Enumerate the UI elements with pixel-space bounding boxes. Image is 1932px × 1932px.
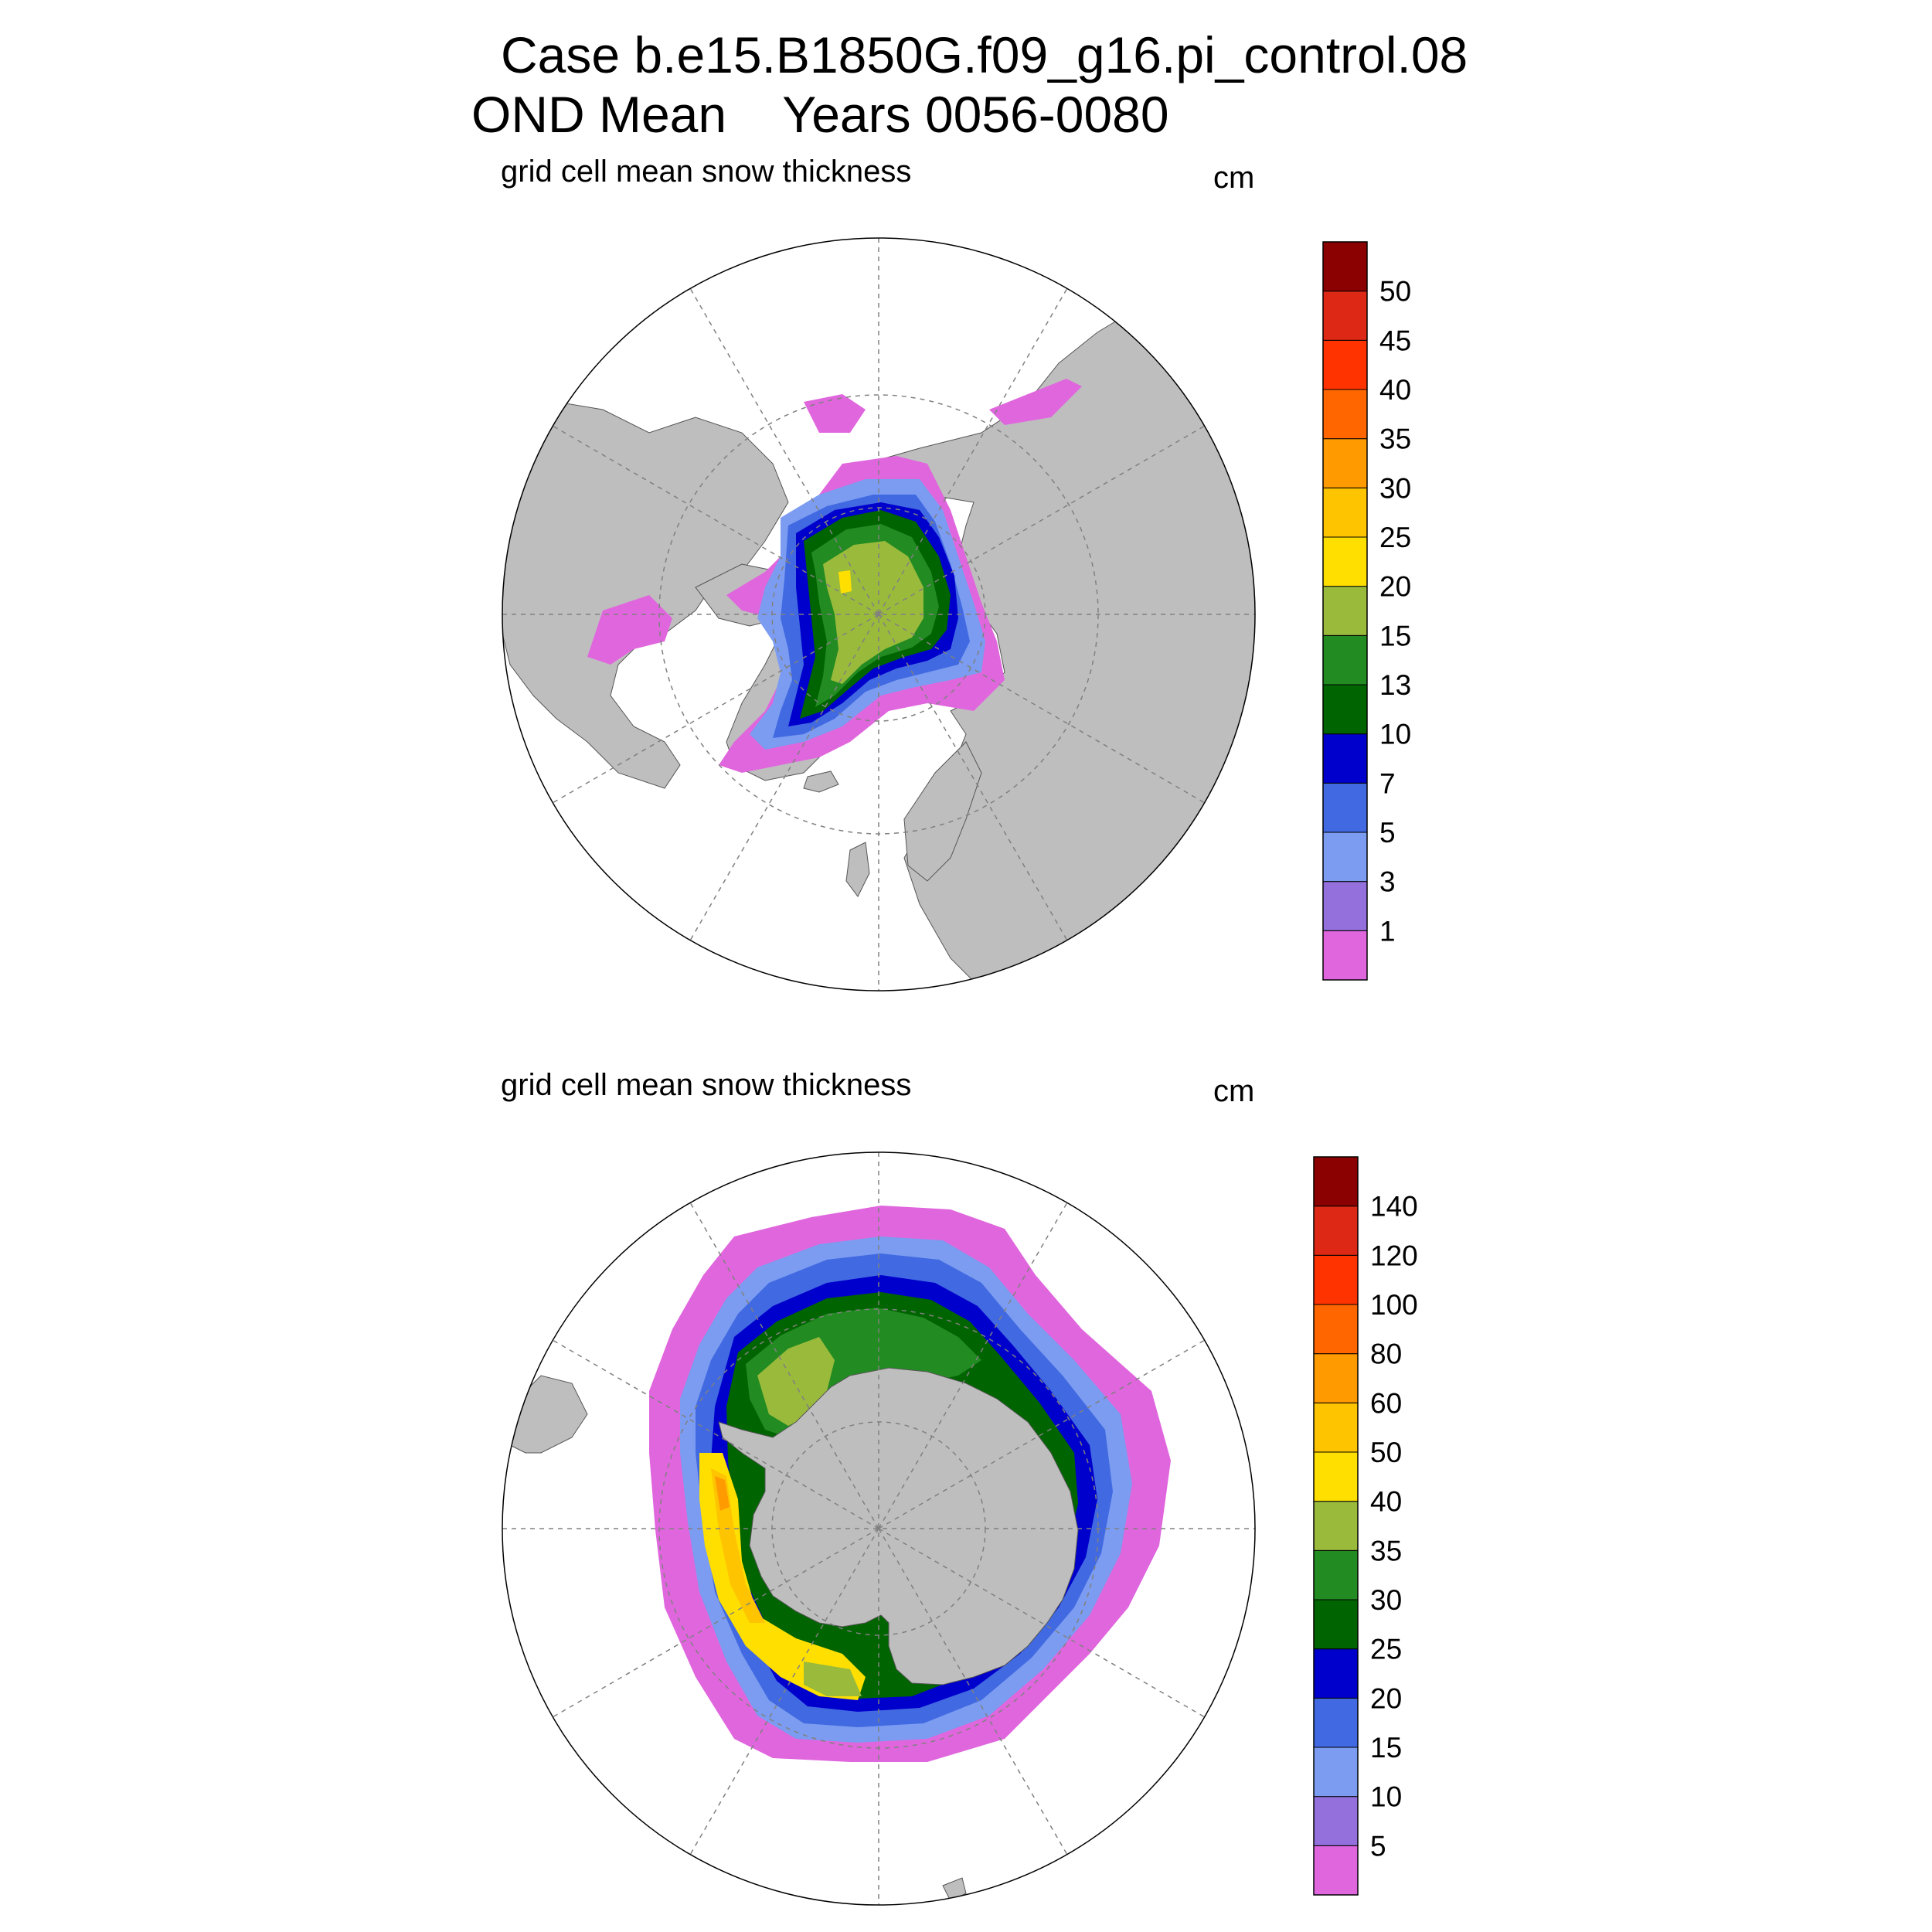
north-colorbar-swatch xyxy=(1322,832,1368,883)
south-colorbar-label: 20 xyxy=(1370,1682,1402,1714)
north-snow-band-20 xyxy=(838,570,852,594)
south-colorbar-swatch xyxy=(1313,1254,1359,1305)
south-land-new-zealand xyxy=(942,1877,967,1902)
north-colorbar-swatch xyxy=(1322,241,1368,292)
north-colorbar-label: 20 xyxy=(1379,571,1411,603)
south-land-antarctica xyxy=(718,1367,1079,1685)
north-colorbar-swatch xyxy=(1322,634,1368,685)
south-colorbar-label: 50 xyxy=(1370,1437,1402,1468)
north-land-scandinavia xyxy=(903,741,982,882)
north-graticule xyxy=(502,238,1255,991)
north-colorbar-swatch xyxy=(1322,487,1368,538)
north-colorbar-swatch xyxy=(1322,291,1368,341)
south-colorbar-swatch xyxy=(1313,1501,1359,1551)
south-polar-map xyxy=(502,1151,1256,1906)
north-colorbar-label: 7 xyxy=(1379,767,1396,799)
north-land-british-isles xyxy=(845,842,870,897)
north-colorbar-swatch xyxy=(1322,536,1368,587)
north-map-border xyxy=(502,237,1256,992)
figure-title-case: Case b.e15.B1850G.f09_g16.pi_control.08 xyxy=(501,26,1468,83)
north-colorbar-label: 40 xyxy=(1379,374,1411,406)
north-colorbar-label: 5 xyxy=(1379,817,1396,849)
south-colorbar-swatch xyxy=(1313,1648,1359,1699)
north-colorbar-swatch xyxy=(1322,586,1368,636)
figure-title-period: OND Mean Years 0056-0080 xyxy=(471,86,1169,143)
south-colorbar-label: 15 xyxy=(1370,1732,1402,1764)
north-colorbar-label: 30 xyxy=(1379,472,1411,504)
south-colorbar-label: 100 xyxy=(1370,1289,1418,1321)
south-colorbar-label: 10 xyxy=(1370,1781,1402,1813)
north-colorbar-swatch xyxy=(1322,389,1368,440)
south-colorbar-swatch xyxy=(1313,1353,1359,1403)
south-colorbar-swatch xyxy=(1313,1599,1359,1650)
south-colorbar-label: 80 xyxy=(1370,1338,1402,1370)
north-colorbar-frame xyxy=(1322,241,1368,981)
south-colorbar-label: 35 xyxy=(1370,1535,1402,1566)
north-colorbar-label: 15 xyxy=(1379,620,1411,651)
south-colorbar-swatch xyxy=(1313,1549,1359,1600)
south-colorbar-label: 5 xyxy=(1370,1830,1386,1862)
north-colorbar-label: 50 xyxy=(1379,276,1411,308)
south-colorbar-swatch xyxy=(1313,1796,1359,1846)
south-colorbar-label: 25 xyxy=(1370,1634,1402,1665)
south-map-border xyxy=(502,1151,1256,1906)
south-colorbar: 5 10 15 20 25 30 35 40 50 60 80 100 120 140 xyxy=(1313,1156,1418,1896)
north-colorbar-label: 45 xyxy=(1379,325,1411,356)
north-colorbar-swatch xyxy=(1322,881,1368,931)
south-colorbar-swatch xyxy=(1313,1206,1359,1256)
south-colorbar-frame xyxy=(1313,1156,1359,1896)
south-snow-band-60-weddell xyxy=(715,1476,730,1511)
south-colorbar-swatch xyxy=(1313,1304,1359,1355)
north-colorbar-label: 10 xyxy=(1379,719,1411,750)
south-panel-units: cm xyxy=(1213,1074,1255,1108)
south-graticule xyxy=(502,1152,1255,1905)
north-snow-patch-bering xyxy=(804,394,866,433)
south-colorbar-swatch xyxy=(1313,1697,1359,1748)
north-snow-patch-okhotsk xyxy=(989,379,1082,425)
north-colorbar-swatch xyxy=(1322,782,1368,833)
north-colorbar-swatch xyxy=(1322,733,1368,784)
north-colorbar-label: 25 xyxy=(1379,522,1411,553)
north-land-iceland xyxy=(803,770,839,793)
north-colorbar-label: 1 xyxy=(1379,915,1396,947)
south-colorbar-swatch xyxy=(1313,1451,1359,1502)
south-colorbar-label: 60 xyxy=(1370,1387,1402,1419)
north-colorbar-swatch xyxy=(1322,930,1368,981)
north-colorbar-label: 3 xyxy=(1379,866,1396,898)
north-colorbar-label: 35 xyxy=(1379,423,1411,455)
north-colorbar-label: 13 xyxy=(1379,669,1411,701)
north-panel-title: grid cell mean snow thickness xyxy=(501,155,912,189)
north-colorbar-swatch xyxy=(1322,684,1368,735)
north-colorbar-swatch xyxy=(1322,438,1368,488)
south-snow-band-35-weddell xyxy=(804,1662,862,1696)
north-panel-units: cm xyxy=(1213,161,1255,195)
north-colorbar-swatch xyxy=(1322,339,1368,390)
north-polar-map xyxy=(502,237,1256,992)
south-colorbar-label: 30 xyxy=(1370,1584,1402,1616)
south-colorbar-swatch xyxy=(1313,1156,1359,1207)
south-colorbar-swatch xyxy=(1313,1747,1359,1798)
south-colorbar-label: 140 xyxy=(1370,1191,1418,1223)
south-colorbar-swatch xyxy=(1313,1845,1359,1896)
north-snow-patch-hudson xyxy=(587,595,672,665)
south-colorbar-label: 120 xyxy=(1370,1240,1418,1271)
south-panel-title: grid cell mean snow thickness xyxy=(501,1068,912,1102)
south-colorbar-label: 40 xyxy=(1370,1486,1402,1518)
south-colorbar-swatch xyxy=(1313,1402,1359,1453)
